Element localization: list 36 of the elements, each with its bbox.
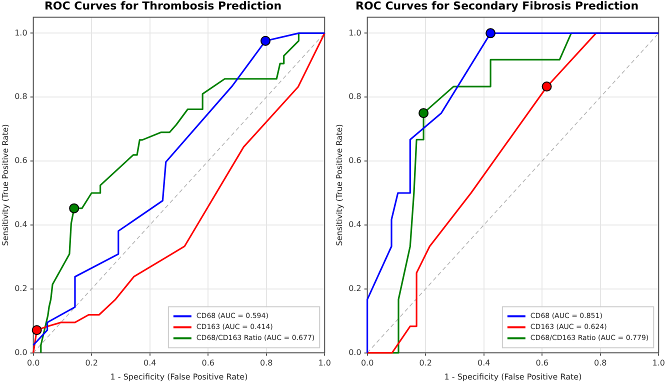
y-tick-label: 0.6 bbox=[348, 156, 362, 166]
x-axis-title: 1 - Specificity (False Positive Rate) bbox=[110, 372, 248, 382]
point bbox=[260, 36, 270, 46]
point bbox=[69, 203, 80, 214]
y-tick-label: 0.8 bbox=[14, 92, 28, 102]
y-tick-label: 0.4 bbox=[348, 220, 362, 230]
y-tick-label: 0.2 bbox=[348, 284, 362, 293]
chart-title: ROC Curves for Secondary Fibrosis Prediction bbox=[355, 0, 639, 12]
x-tick-label: 0.4 bbox=[477, 358, 490, 368]
y-tick-label: 1.0 bbox=[348, 28, 362, 38]
x-axis-title: 1 - Specificity (False Positive Rate) bbox=[444, 372, 582, 382]
point bbox=[486, 28, 496, 38]
chart-title: ROC Curves for Thrombosis Prediction bbox=[44, 0, 282, 12]
y-axis-title: Sensitivity (True Positive Rate) bbox=[0, 124, 10, 246]
y-tick-label: 0.4 bbox=[14, 220, 28, 230]
x-tick-label: 1.0 bbox=[318, 358, 332, 368]
x-tick-label: 0.6 bbox=[536, 358, 548, 368]
x-tick-label: 0.2 bbox=[419, 358, 432, 368]
y-tick-label: 0.0 bbox=[348, 348, 362, 357]
x-tick-label: 0.2 bbox=[85, 358, 98, 368]
y-tick-label: 0.2 bbox=[14, 284, 28, 293]
y-axis-title: Sensitivity (True Positive Rate) bbox=[334, 124, 344, 246]
point bbox=[32, 325, 42, 336]
x-tick-label: 1.0 bbox=[652, 358, 666, 368]
x-tick-label: 0.8 bbox=[260, 358, 273, 368]
y-tick-label: 0.8 bbox=[348, 92, 362, 102]
point bbox=[418, 108, 429, 118]
y-tick-label: 0.6 bbox=[14, 156, 28, 166]
y-tick-label: 0.0 bbox=[14, 348, 28, 357]
x-tick-label: 0.6 bbox=[202, 358, 214, 368]
point bbox=[542, 82, 552, 92]
x-tick-label: 0.0 bbox=[26, 358, 40, 368]
x-tick-label: 0.0 bbox=[360, 358, 374, 368]
x-tick-label: 0.8 bbox=[594, 358, 607, 368]
x-tick-label: 0.4 bbox=[143, 358, 156, 368]
y-tick-label: 1.0 bbox=[14, 28, 28, 38]
